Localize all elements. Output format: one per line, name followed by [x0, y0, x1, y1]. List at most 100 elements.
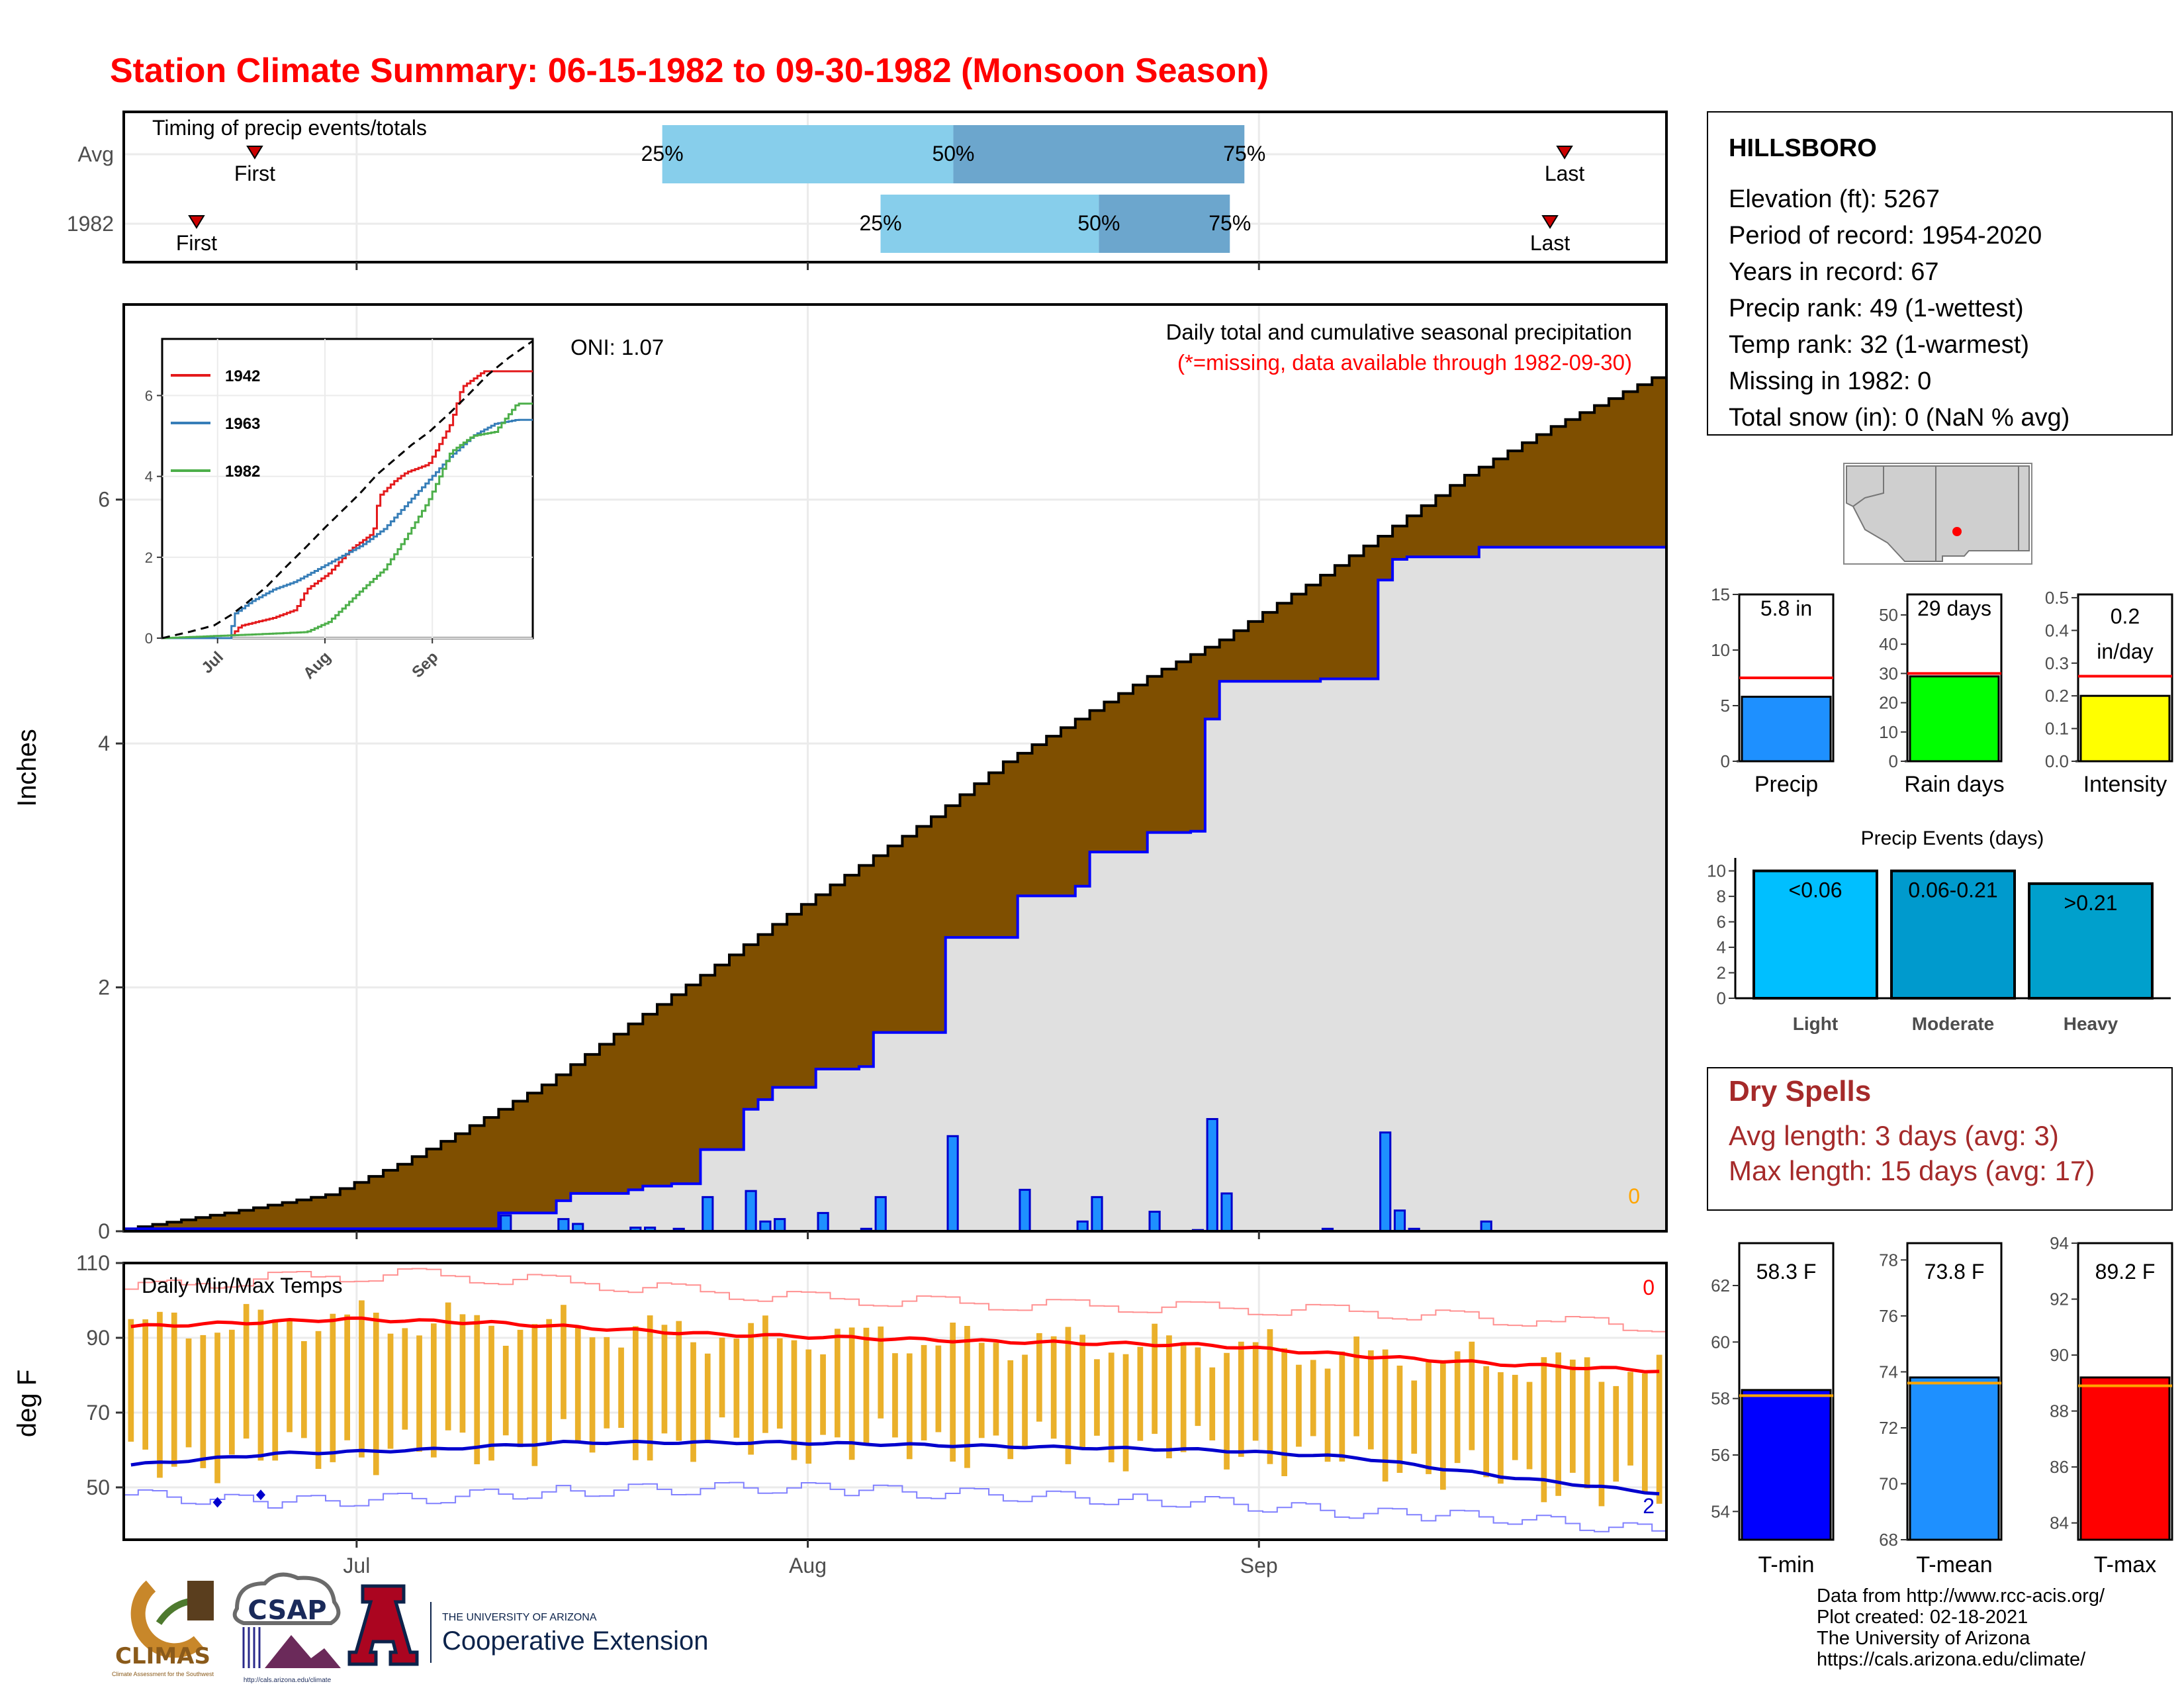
timing-last-marker — [1541, 215, 1559, 229]
daily-temp-bar — [416, 1335, 422, 1452]
daily-temp-bar — [1469, 1341, 1475, 1450]
daily-temp-bar — [459, 1314, 466, 1433]
observed-cumulative-area — [124, 547, 1666, 1231]
temp-summary-ytick-label: 54 — [1711, 1501, 1730, 1521]
csap-logo-url: http://cals.arizona.edu/climate — [244, 1677, 332, 1684]
daily-precip-bar — [759, 1220, 772, 1233]
daily-temp-bar — [1224, 1352, 1230, 1470]
station-info-line: Missing in 1982: 0 — [1729, 367, 1931, 395]
timing-q50-75-bar — [953, 125, 1245, 183]
daily-temp-bar — [531, 1324, 538, 1466]
daily-temp-bar — [604, 1336, 610, 1429]
events-ytick-label: 2 — [1717, 963, 1726, 983]
summary-ytick-label: 50 — [1879, 605, 1898, 625]
temp-summary-ytick-label: 92 — [2050, 1289, 2069, 1309]
summary-ytick-label: 15 — [1711, 585, 1730, 604]
tmax-avg-line — [130, 1316, 1660, 1374]
temp-summary-ytick-label: 94 — [2050, 1233, 2069, 1253]
station-info-line: Elevation (ft): 5267 — [1729, 185, 1940, 213]
daily-temp-bar — [748, 1323, 754, 1455]
daily-temp-bar — [661, 1325, 668, 1434]
daily-temp-bar — [185, 1338, 192, 1448]
summary-ytick-label: 0.3 — [2045, 653, 2069, 673]
daily-temp-bar — [820, 1354, 826, 1435]
summary-ytick-label: 10 — [1711, 640, 1730, 660]
daily-temp-bar — [1498, 1372, 1504, 1484]
temp-summary-ytick-label: 78 — [1879, 1250, 1898, 1270]
summary-ytick-label: 0.1 — [2045, 719, 2069, 739]
page-title: Station Climate Summary: 06-15-1982 to 0… — [110, 52, 1269, 90]
climas-logo: CLIMAS Climate Assessment for the Southw… — [112, 1580, 214, 1677]
timing-row-label: Avg — [77, 142, 114, 166]
credit-line: https://cals.arizona.edu/climate/ — [1817, 1649, 2086, 1670]
daily-temp-bar — [704, 1353, 711, 1442]
temp-summary-label: T-min — [1758, 1552, 1815, 1577]
station-info-line: Years in record: 67 — [1729, 258, 1939, 286]
daily-temp-bar — [1656, 1354, 1662, 1504]
daily-temp-bar — [373, 1313, 379, 1476]
daily-precip-bar — [1076, 1220, 1089, 1233]
location-map — [1843, 463, 2032, 565]
daily-temp-bar — [287, 1320, 293, 1432]
daily-temp-bar — [964, 1326, 970, 1468]
record-low-marker — [212, 1497, 222, 1508]
daily-temp-bar — [1050, 1336, 1057, 1439]
daily-temp-bar — [1137, 1346, 1144, 1441]
daily-temp-bar — [1368, 1350, 1374, 1450]
daily-temp-bar — [1238, 1341, 1244, 1457]
daily-temp-bar — [128, 1319, 134, 1442]
timing-p75-label: 75% — [1223, 142, 1265, 165]
daily-temp-bar — [1022, 1354, 1028, 1448]
summary-ytick-label: 30 — [1879, 663, 1898, 683]
daily-temp-bar — [1252, 1342, 1259, 1441]
daily-temp-bar — [1324, 1368, 1331, 1462]
summary-value-bar — [1741, 696, 1832, 763]
daily-temp-bar — [402, 1328, 408, 1430]
summary-value-bar — [2079, 694, 2171, 763]
daily-temp-bar — [1152, 1323, 1158, 1434]
summary-ytick-label: 0.0 — [2045, 751, 2069, 771]
daily-temp-bar — [1454, 1351, 1461, 1464]
daily-temp-bar — [1281, 1348, 1287, 1476]
precip-ytick-label: 4 — [98, 731, 110, 755]
daily-precip-bar — [1091, 1196, 1103, 1233]
daily-temp-bar — [805, 1349, 812, 1464]
daily-temp-bar — [906, 1353, 913, 1460]
events-bar — [1752, 869, 1878, 1000]
daily-temp-bar — [762, 1315, 768, 1433]
precip-events-title: Precip Events (days) — [1861, 827, 2044, 849]
daily-temp-bar — [589, 1337, 596, 1453]
daily-precip-bar — [557, 1218, 570, 1233]
events-bar — [2028, 882, 2154, 1000]
daily-temp-bar — [1353, 1336, 1359, 1436]
temperature-panel: Daily Min/Max Temps 0 2 50 70 90 110 Jul Aug… — [13, 1251, 1668, 1577]
temp-summary-ytick-label: 90 — [2050, 1345, 2069, 1365]
events-ytick-label: 4 — [1717, 937, 1726, 957]
daily-temp-bar — [1007, 1360, 1014, 1460]
daily-temp-bar — [863, 1327, 870, 1444]
temp-ytick-label: 90 — [86, 1326, 110, 1350]
daily-temp-bar — [1108, 1352, 1115, 1463]
inset-series-line-1982 — [162, 402, 533, 639]
daily-temp-bar — [1209, 1367, 1216, 1440]
daily-temp-bar — [1584, 1357, 1590, 1489]
precip-ytick-label: 6 — [98, 488, 110, 512]
temp-summary-value: 58.3 F — [1756, 1260, 1817, 1284]
daily-temp-bar — [301, 1341, 307, 1438]
station-info-line: Total snow (in): 0 (NaN % avg) — [1729, 404, 2070, 432]
inset-legend-label: 1963 — [225, 415, 260, 433]
record-low-marker — [255, 1489, 265, 1501]
timing-title: Timing of precip events/totals — [152, 116, 427, 140]
daily-temp-bar — [1396, 1366, 1403, 1473]
summary-ytick-label: 40 — [1879, 634, 1898, 654]
daily-temp-bar — [878, 1326, 884, 1419]
daily-temp-bar — [561, 1305, 567, 1419]
daily-temp-bar — [171, 1312, 177, 1467]
temp-summary-ytick-label: 72 — [1879, 1418, 1898, 1438]
daily-temp-bar — [950, 1323, 956, 1462]
daily-temp-bar — [517, 1329, 523, 1448]
daily-temp-bar — [935, 1345, 942, 1432]
ua-logo-top: THE UNIVERSITY OF ARIZONA — [442, 1612, 597, 1623]
daily-temp-bar — [690, 1342, 696, 1462]
daily-precip-bar — [874, 1196, 887, 1233]
